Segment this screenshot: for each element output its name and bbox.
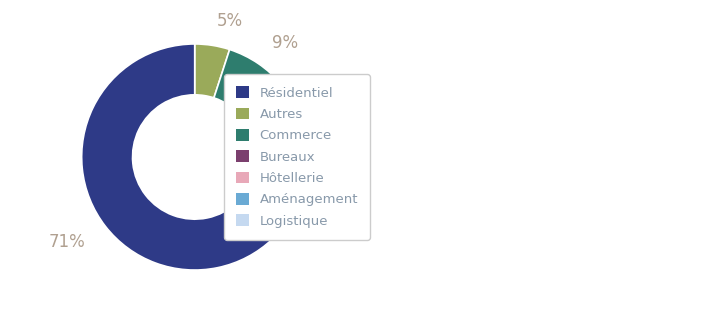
Wedge shape bbox=[81, 44, 304, 270]
Text: 9%: 9% bbox=[272, 34, 298, 52]
Text: 71%: 71% bbox=[49, 233, 86, 251]
Wedge shape bbox=[255, 169, 306, 185]
Text: 9%: 9% bbox=[321, 93, 348, 111]
Wedge shape bbox=[243, 85, 307, 149]
Wedge shape bbox=[256, 143, 307, 153]
Text: 4%: 4% bbox=[332, 157, 358, 175]
Wedge shape bbox=[214, 50, 282, 117]
Wedge shape bbox=[195, 44, 229, 98]
Text: 1%: 1% bbox=[332, 135, 358, 153]
Legend: Résidentiel, Autres, Commerce, Bureaux, Hôtellerie, Aménagement, Logistique: Résidentiel, Autres, Commerce, Bureaux, … bbox=[224, 74, 370, 240]
Wedge shape bbox=[256, 150, 308, 178]
Text: 5%: 5% bbox=[216, 12, 242, 30]
Text: 1%: 1% bbox=[329, 178, 355, 196]
